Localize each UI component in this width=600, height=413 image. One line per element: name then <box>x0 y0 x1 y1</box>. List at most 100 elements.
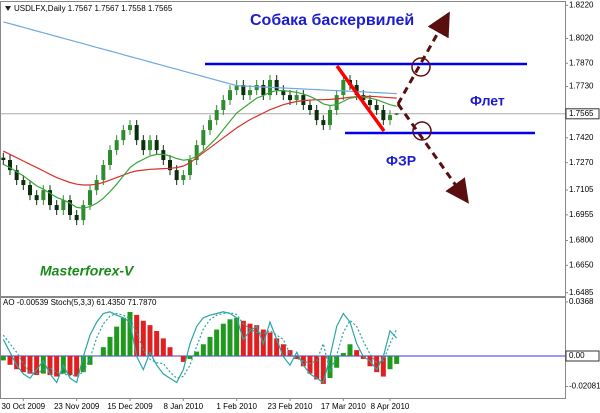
breakout-circle <box>411 57 431 77</box>
ao-bar <box>94 356 100 357</box>
candle-body <box>128 125 132 131</box>
candle-body <box>214 109 219 121</box>
candle-body <box>74 215 79 221</box>
candle-body <box>388 115 392 121</box>
ao-bar <box>140 320 146 357</box>
annotation: Собака баскервилей <box>250 12 414 29</box>
candle-body <box>188 160 192 176</box>
candle-body <box>248 90 252 96</box>
candle-body <box>314 109 319 121</box>
candle-body <box>254 84 259 91</box>
down-arrow <box>396 103 469 204</box>
candle-body <box>368 100 372 106</box>
candle-body <box>48 190 52 206</box>
x-tick-label: 23 Nov 2009 <box>54 402 100 411</box>
ao-bar <box>187 356 193 359</box>
y-tick-label: 0.0368 <box>569 297 594 306</box>
candle-body <box>121 130 126 141</box>
candle-body <box>168 160 172 171</box>
ao-bar <box>114 326 120 357</box>
x-tick-label: 15 Dec 2009 <box>107 402 153 411</box>
ao-bar <box>20 356 26 373</box>
candle-body <box>21 180 26 186</box>
ao-bar <box>267 332 273 357</box>
ao-bar <box>200 344 206 357</box>
ao-bar <box>340 353 346 357</box>
candle-body <box>194 145 199 161</box>
candle-body <box>234 84 239 91</box>
ao-bar <box>314 356 320 380</box>
ao-bar <box>254 325 260 357</box>
ao-bar <box>67 356 73 376</box>
candle-body <box>354 84 359 96</box>
candle-body <box>174 170 179 181</box>
candle-body <box>114 140 119 151</box>
candle-body <box>201 130 206 146</box>
candle-body <box>394 113 399 115</box>
candle-body <box>88 190 92 206</box>
ao-bar <box>280 344 286 357</box>
ao-bar <box>274 338 280 357</box>
candle-body <box>341 80 346 96</box>
candle-body <box>208 120 212 131</box>
ao-bar <box>374 356 380 373</box>
candle-body <box>81 205 86 221</box>
ao-bar <box>380 356 386 377</box>
ao-bar <box>14 356 20 370</box>
x-tick-label: 8 Apr 2010 <box>371 402 410 411</box>
ao-bar <box>394 356 400 364</box>
ao-bar <box>47 356 53 376</box>
ao-bar <box>334 356 340 368</box>
ao-bar <box>87 356 93 365</box>
ao-bar <box>354 350 360 357</box>
marks <box>0 21 565 384</box>
candle-body <box>1 157 6 161</box>
ao-bar <box>387 356 393 370</box>
candle-body <box>328 109 332 126</box>
candle-body <box>8 160 12 171</box>
moving-average <box>3 21 397 95</box>
ao-bar <box>154 331 160 357</box>
stoch-line <box>2 311 398 384</box>
candle-body <box>41 190 46 201</box>
annotation: Masterforex-V <box>40 263 135 279</box>
y-tick-label: 1.7730 <box>569 82 594 91</box>
ao-bar <box>160 338 166 357</box>
ao-bar <box>294 356 300 359</box>
y-tick-label: 1.8020 <box>569 34 594 43</box>
y-tick-label: 1.6650 <box>569 260 594 269</box>
candle-body <box>148 140 152 151</box>
ao-bar <box>347 344 353 357</box>
ao-bar <box>0 356 6 361</box>
ao-bar <box>247 323 253 357</box>
y-tick-label: 1.7270 <box>569 158 594 167</box>
candle-body <box>374 105 379 110</box>
candle-body <box>308 105 312 110</box>
ao-bar <box>80 356 86 373</box>
ao-bar <box>54 356 60 377</box>
y-tick-label: 1.8220 <box>569 0 594 9</box>
tick-highlight <box>565 350 600 362</box>
ao-bar <box>207 336 213 357</box>
ao-bar <box>167 347 173 357</box>
ao-bar <box>7 356 13 365</box>
ao-bar <box>234 317 240 357</box>
x-tick-label: 23 Feb 2010 <box>268 402 313 411</box>
ao-bar <box>34 356 40 376</box>
ao-bar <box>360 356 366 359</box>
candle-body <box>141 140 146 151</box>
y-tick-label: 1.7420 <box>569 133 594 142</box>
ao-bar <box>120 317 126 357</box>
y-tick-label: 1.6800 <box>569 236 594 245</box>
ao-bar <box>320 356 326 384</box>
x-tick-label: 8 Jan 2010 <box>164 402 204 411</box>
y-tick-label: 1.7870 <box>569 58 594 67</box>
ao-bar <box>127 311 133 357</box>
candle-body <box>228 90 232 101</box>
ao-bar <box>27 356 33 374</box>
candle-body <box>68 200 72 216</box>
up-arrow <box>396 11 450 105</box>
candle-body <box>321 120 326 126</box>
candle-body <box>274 80 279 91</box>
ao-bar <box>194 351 200 357</box>
